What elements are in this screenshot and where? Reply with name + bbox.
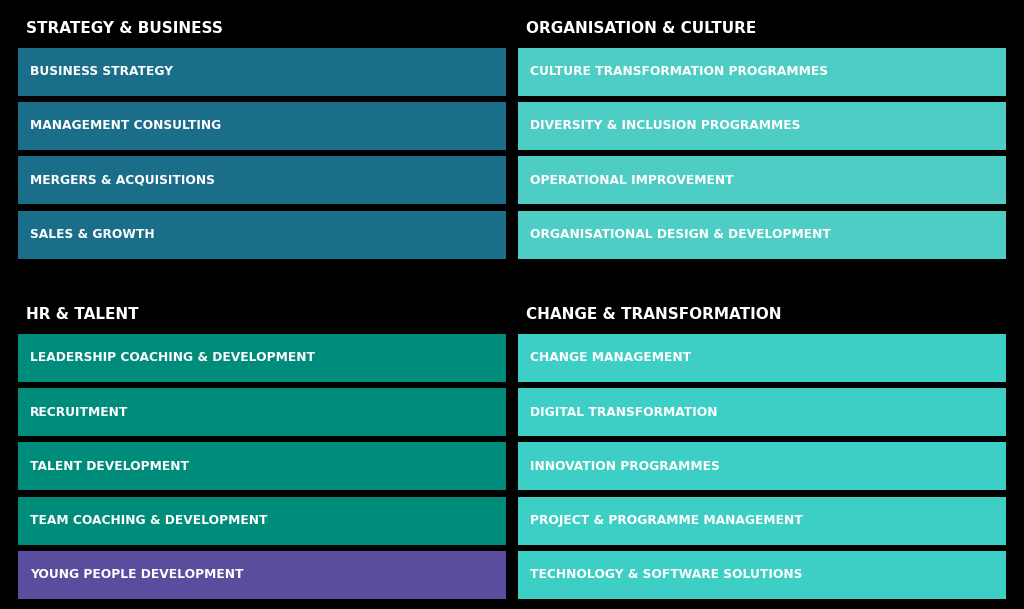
Text: SALES & GROWTH: SALES & GROWTH [30, 228, 155, 241]
Text: ORGANISATIONAL DESIGN & DEVELOPMENT: ORGANISATIONAL DESIGN & DEVELOPMENT [530, 228, 830, 241]
Bar [18, 334, 506, 382]
Text: STRATEGY & BUSINESS: STRATEGY & BUSINESS [26, 21, 223, 37]
Bar [518, 211, 1006, 259]
Bar [18, 497, 506, 544]
Text: CHANGE MANAGEMENT: CHANGE MANAGEMENT [530, 351, 691, 364]
Text: OPERATIONAL IMPROVEMENT: OPERATIONAL IMPROVEMENT [530, 174, 733, 187]
Bar [18, 388, 506, 436]
Text: TEAM COACHING & DEVELOPMENT: TEAM COACHING & DEVELOPMENT [30, 514, 267, 527]
Bar [518, 334, 1006, 382]
Text: BUSINESS STRATEGY: BUSINESS STRATEGY [30, 65, 173, 78]
Text: CHANGE & TRANSFORMATION: CHANGE & TRANSFORMATION [526, 308, 781, 322]
Text: MERGERS & ACQUISITIONS: MERGERS & ACQUISITIONS [30, 174, 215, 187]
Bar [18, 156, 506, 204]
Bar [518, 497, 1006, 544]
Text: LEADERSHIP COACHING & DEVELOPMENT: LEADERSHIP COACHING & DEVELOPMENT [30, 351, 315, 364]
Bar [18, 442, 506, 490]
Text: TALENT DEVELOPMENT: TALENT DEVELOPMENT [30, 460, 189, 473]
Bar [18, 211, 506, 259]
Bar [18, 102, 506, 150]
Bar [18, 48, 506, 96]
Text: TECHNOLOGY & SOFTWARE SOLUTIONS: TECHNOLOGY & SOFTWARE SOLUTIONS [530, 568, 803, 582]
Text: CULTURE TRANSFORMATION PROGRAMMES: CULTURE TRANSFORMATION PROGRAMMES [530, 65, 828, 78]
Text: ORGANISATION & CULTURE: ORGANISATION & CULTURE [526, 21, 757, 37]
Bar [518, 388, 1006, 436]
Bar [518, 551, 1006, 599]
Text: INNOVATION PROGRAMMES: INNOVATION PROGRAMMES [530, 460, 720, 473]
Text: RECRUITMENT: RECRUITMENT [30, 406, 128, 418]
Bar [18, 551, 506, 599]
Text: YOUNG PEOPLE DEVELOPMENT: YOUNG PEOPLE DEVELOPMENT [30, 568, 244, 582]
Text: DIGITAL TRANSFORMATION: DIGITAL TRANSFORMATION [530, 406, 718, 418]
Bar [518, 48, 1006, 96]
Text: HR & TALENT: HR & TALENT [26, 308, 138, 322]
Text: MANAGEMENT CONSULTING: MANAGEMENT CONSULTING [30, 119, 221, 132]
Text: DIVERSITY & INCLUSION PROGRAMMES: DIVERSITY & INCLUSION PROGRAMMES [530, 119, 801, 132]
Bar [518, 442, 1006, 490]
Bar [518, 156, 1006, 204]
Bar [518, 102, 1006, 150]
Text: PROJECT & PROGRAMME MANAGEMENT: PROJECT & PROGRAMME MANAGEMENT [530, 514, 803, 527]
